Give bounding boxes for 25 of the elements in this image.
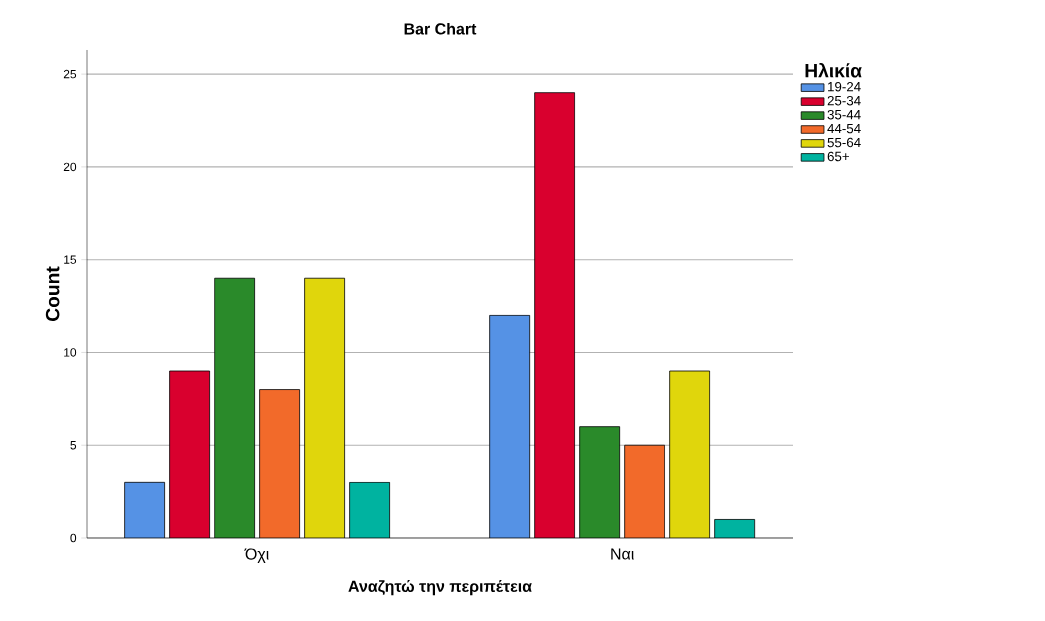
bar [624, 444, 666, 538]
legend-label: 25-34 [827, 95, 861, 106]
y-tick-label: 20 [63, 162, 77, 172]
y-tick-label: 5 [70, 441, 77, 450]
y-axis-title: Count [45, 266, 60, 321]
bar [534, 92, 576, 538]
legend-label: 35-44 [827, 109, 861, 120]
legend-label: 55-64 [827, 137, 861, 148]
x-tick-label: Ναι [611, 548, 634, 560]
chart-title: Bar Chart [404, 22, 477, 35]
bar [489, 314, 531, 538]
bar [169, 370, 211, 538]
y-tick-label: 10 [64, 348, 77, 357]
x-axis-title: Αναζητώ την περιπέτεια [348, 580, 532, 596]
bar [124, 481, 166, 538]
y-tick-label: 25 [63, 69, 77, 79]
legend-label: 65+ [827, 151, 849, 162]
legend-label: 44-54 [827, 123, 861, 134]
y-tick-label: 15 [64, 255, 77, 264]
y-tick-label: 0 [70, 533, 77, 543]
x-tick-label: Όχι [244, 548, 269, 563]
bar [349, 481, 391, 538]
bar [259, 389, 301, 538]
legend-title: Ηλικία [805, 62, 862, 78]
legend-label: 19-24 [828, 82, 861, 92]
